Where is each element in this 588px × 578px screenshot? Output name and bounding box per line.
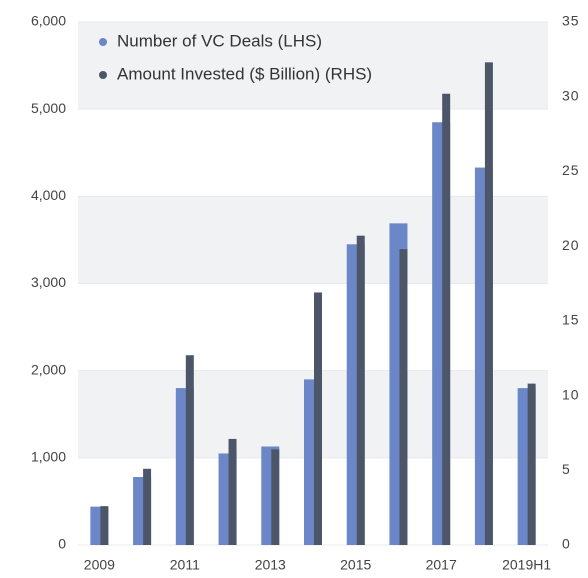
x-tick-label: 2019H1 (502, 557, 551, 573)
bar (485, 62, 493, 545)
y2-tick-label: 0 (562, 536, 571, 552)
y-tick-label: 3,000 (31, 274, 66, 290)
bar (528, 384, 536, 545)
y-tick-label: 0 (58, 536, 66, 552)
x-tick-label: 2017 (426, 557, 457, 573)
legend-label: Number of VC Deals (LHS) (117, 31, 322, 50)
bar (229, 439, 237, 545)
bar (357, 236, 365, 545)
legend-label: Amount Invested ($ Billion) (RHS) (117, 64, 372, 83)
y2-tick-label: 20 (562, 237, 580, 253)
chart: 0 1,000 2,000 3,000 4,000 5,000 6,000 0 5 10 15 20 2… (0, 0, 588, 578)
bar (271, 449, 279, 545)
bar (399, 249, 407, 545)
y2-tick-label: 15 (562, 312, 580, 328)
x-tick-label: 2009 (84, 557, 115, 573)
y2-tick-label: 30 (562, 87, 580, 103)
legend-marker (99, 71, 107, 79)
y2-tick-label: 5 (562, 461, 571, 477)
y-tick-label: 2,000 (31, 361, 66, 377)
y2-tick-label: 10 (562, 386, 580, 402)
y2-tick-label: 25 (562, 162, 580, 178)
bar (143, 469, 151, 545)
x-tick-label: 2015 (340, 557, 371, 573)
bar (100, 506, 108, 545)
bar (442, 94, 450, 545)
y-tick-label: 5,000 (31, 100, 66, 116)
legend-marker (99, 38, 107, 46)
x-tick-label: 2011 (170, 557, 200, 573)
y-tick-label: 1,000 (31, 449, 66, 465)
y-tick-label: 4,000 (31, 187, 66, 203)
bar (186, 355, 194, 545)
y2-tick-label: 35 (562, 13, 580, 29)
y-tick-label: 6,000 (31, 13, 66, 29)
x-tick-label: 2013 (255, 557, 286, 573)
bar (314, 292, 322, 545)
